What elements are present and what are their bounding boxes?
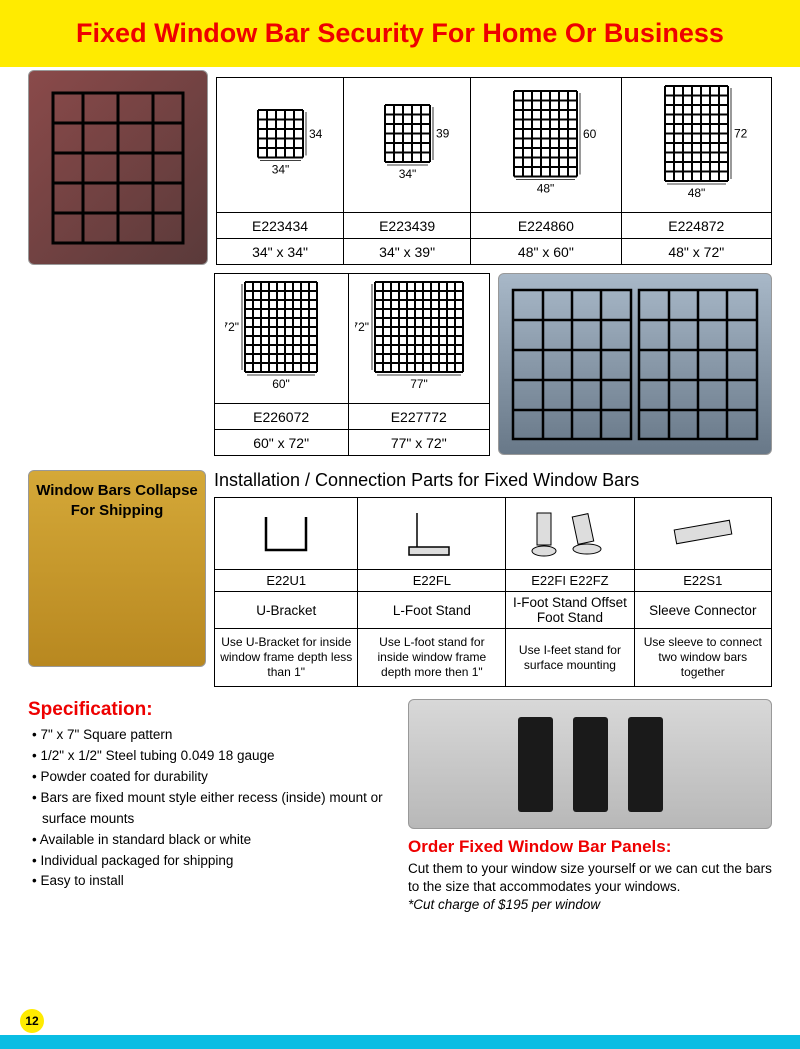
order-title: Order Fixed Window Bar Panels:	[408, 837, 772, 857]
install-title: Installation / Connection Parts for Fixe…	[214, 470, 772, 491]
size-sku: E227772	[348, 404, 489, 430]
part-sku: E22FI E22FZ	[506, 570, 634, 592]
size-dim: 60" x 72"	[214, 430, 348, 456]
part-name: L-Foot Stand	[358, 592, 506, 629]
part-diagram	[506, 498, 634, 570]
part-desc: Use L-foot stand for inside window frame…	[358, 629, 506, 687]
svg-text:77": 77"	[410, 377, 428, 391]
spec-item: • Powder coated for durability	[28, 767, 398, 788]
product-photo-window	[498, 273, 772, 455]
footer-bar	[0, 1035, 800, 1049]
install-table: E22U1E22FLE22FI E22FZE22S1 U-BracketL-Fo…	[214, 497, 772, 687]
spec-item: • 1/2" x 1/2" Steel tubing 0.049 18 gaug…	[28, 746, 398, 767]
parts-photo	[408, 699, 772, 829]
part-desc: Use U-Bracket for inside window frame de…	[215, 629, 358, 687]
spec-item: • Bars are fixed mount style either rece…	[28, 788, 398, 830]
part-diagram	[215, 498, 358, 570]
part-name: U-Bracket	[215, 592, 358, 629]
part-name: Sleeve Connector	[634, 592, 771, 629]
page-number: 12	[20, 1009, 44, 1033]
size-diagram: 72" 77"	[348, 274, 489, 404]
collapse-photo: Window Bars Collapse For Shipping	[28, 470, 206, 667]
page-title: Fixed Window Bar Security For Home Or Bu…	[0, 18, 800, 49]
part-sku: E22S1	[634, 570, 771, 592]
svg-text:72": 72"	[355, 320, 369, 334]
part-name: I-Foot Stand Offset Foot Stand	[506, 592, 634, 629]
spec-list: • 7" x 7" Square pattern• 1/2" x 1/2" St…	[28, 725, 398, 892]
svg-text:60": 60"	[272, 377, 290, 391]
part-diagram	[358, 498, 506, 570]
banner: Fixed Window Bar Security For Home Or Bu…	[0, 0, 800, 67]
part-desc: Use sleeve to connect two window bars to…	[634, 629, 771, 687]
sizes-table-2: 72" 60" 72" 77" E226072E227772 60" x 72"…	[214, 273, 490, 456]
size-dim: 77" x 72"	[348, 430, 489, 456]
product-photo-door	[28, 70, 208, 265]
collapse-label: Window Bars Collapse For Shipping	[29, 481, 205, 520]
part-diagram	[634, 498, 771, 570]
svg-text:72": 72"	[225, 320, 239, 334]
part-desc: Use I-feet stand for surface mounting	[506, 629, 634, 687]
spec-item: • Available in standard black or white	[28, 830, 398, 851]
part-sku: E22FL	[358, 570, 506, 592]
part-sku: E22U1	[215, 570, 358, 592]
order-text: Cut them to your window size yourself or…	[408, 860, 772, 915]
size-sku: E226072	[214, 404, 348, 430]
order-note: *Cut charge of $195 per window	[408, 897, 600, 912]
spec-item: • Individual packaged for shipping	[28, 851, 398, 872]
spec-title: Specification:	[28, 699, 398, 721]
order-body: Cut them to your window size yourself or…	[408, 861, 772, 894]
spec-item: • Easy to install	[28, 871, 398, 892]
size-diagram: 72" 60"	[214, 274, 348, 404]
spec-item: • 7" x 7" Square pattern	[28, 725, 398, 746]
